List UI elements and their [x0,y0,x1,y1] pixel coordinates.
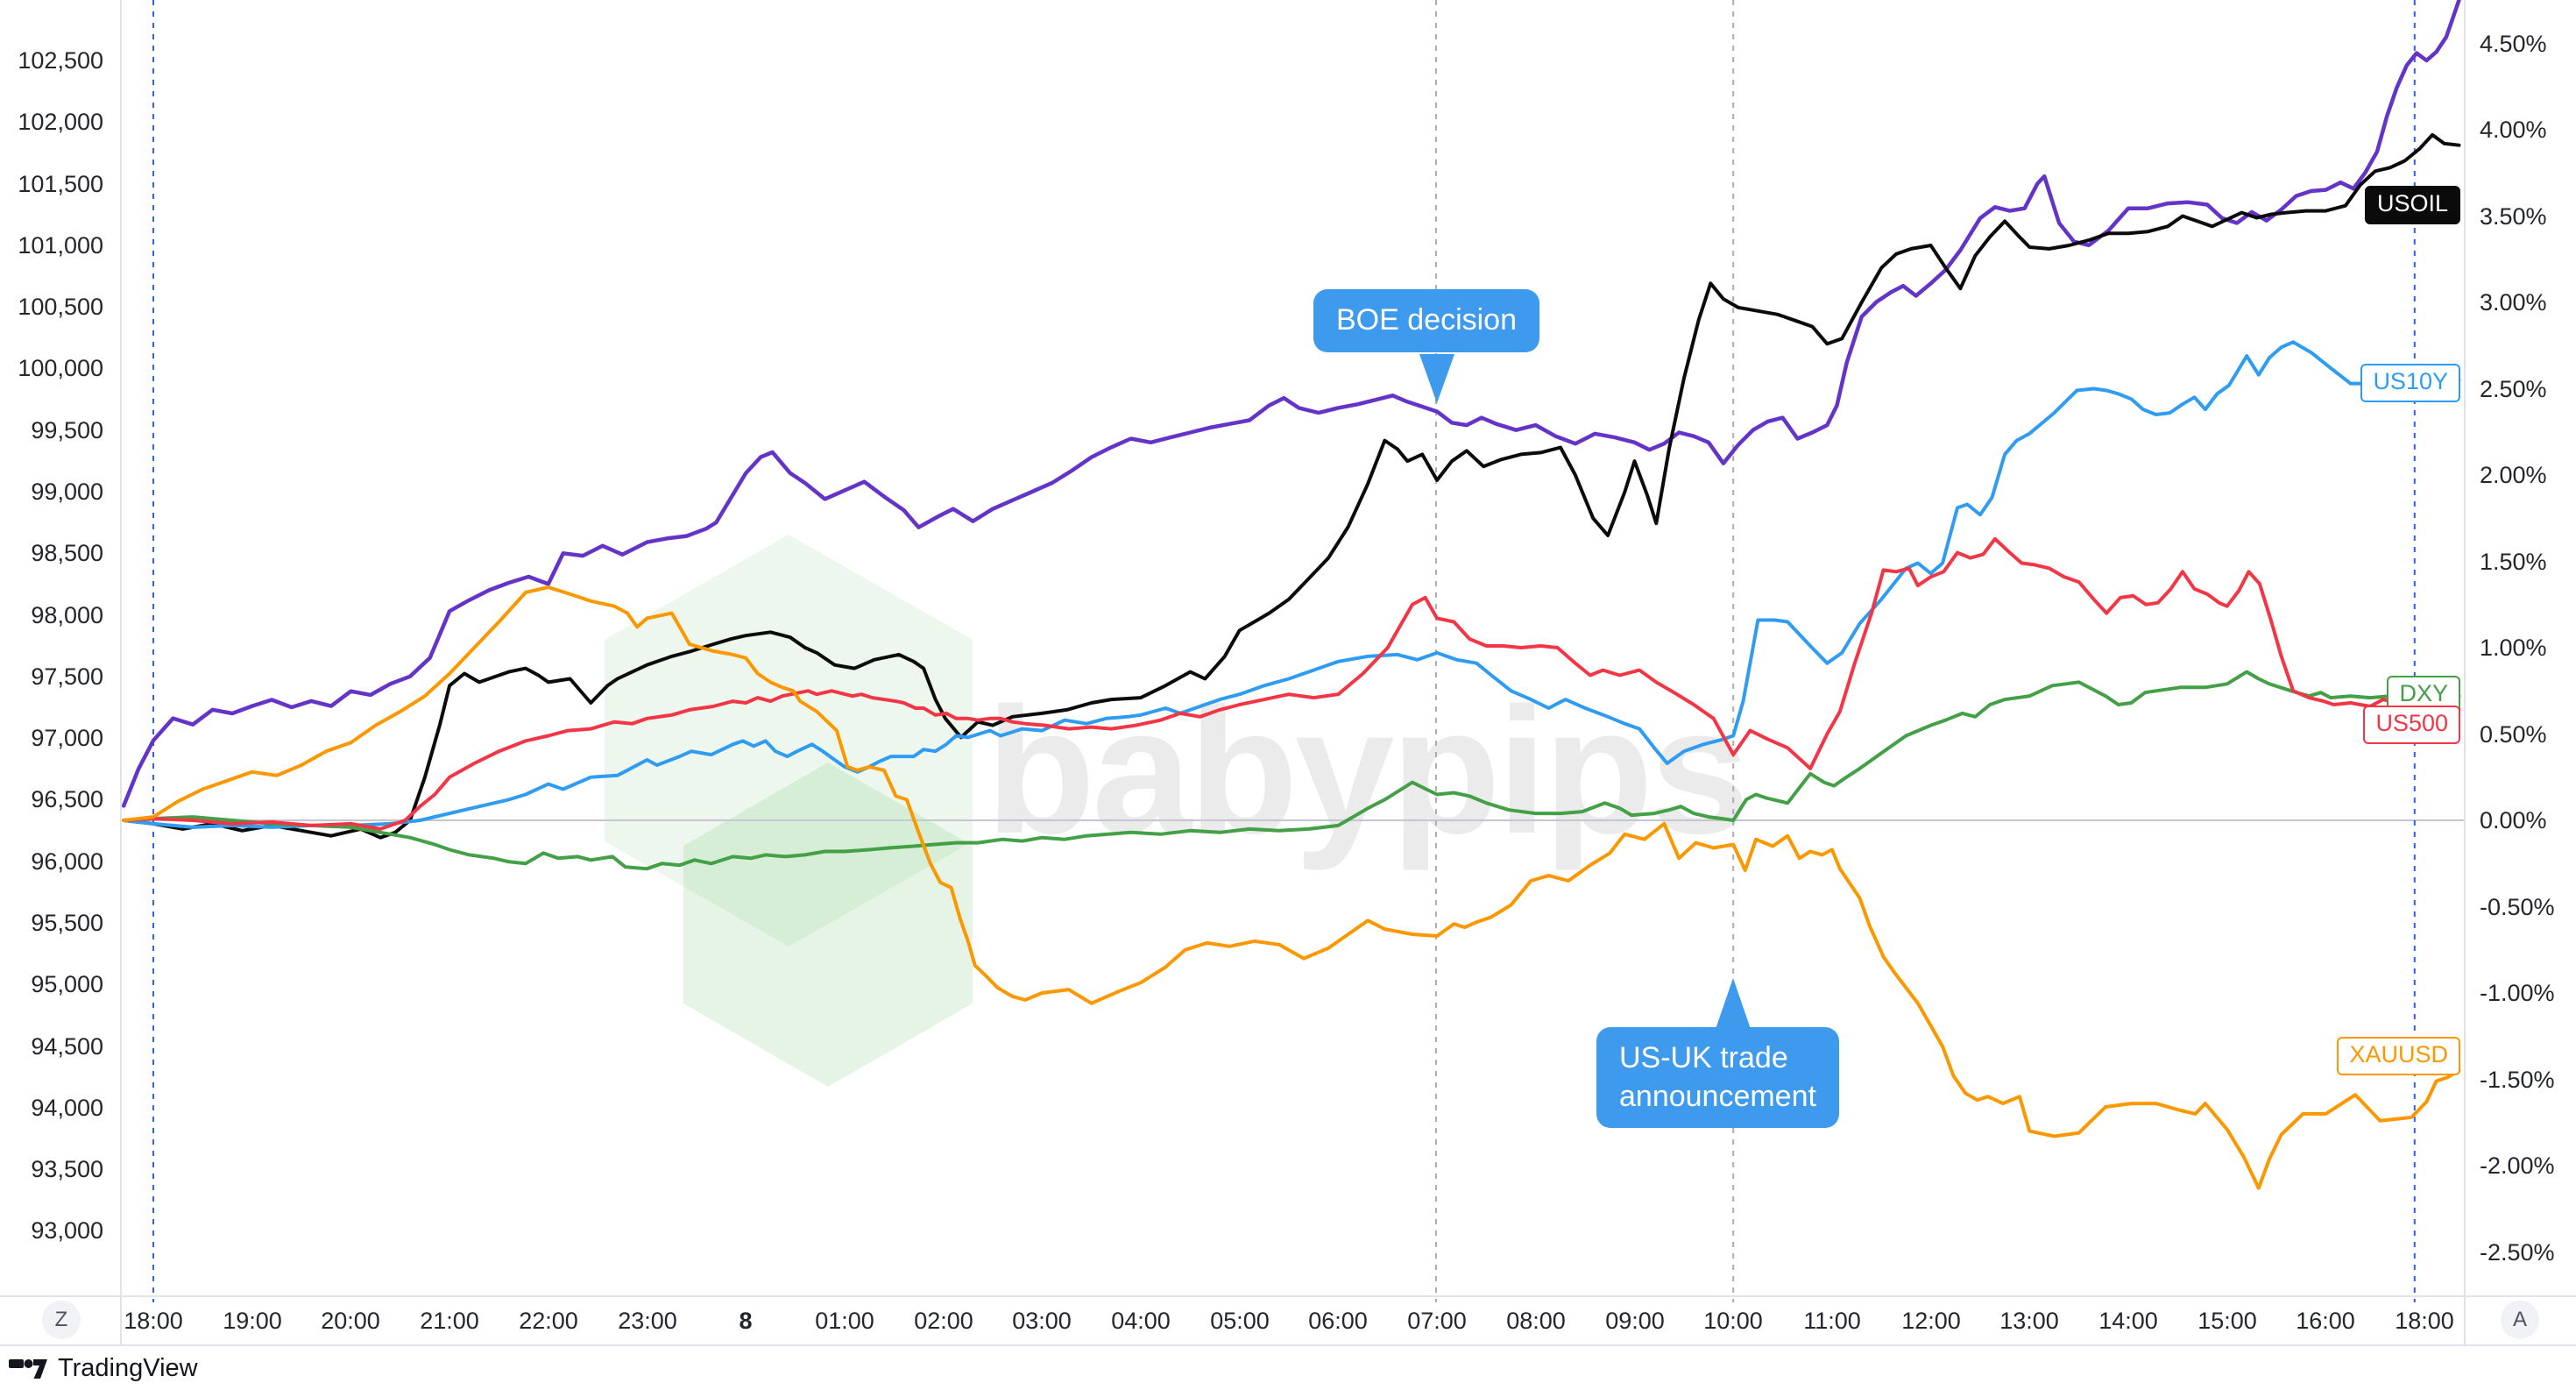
time-axis-label-2-2000: 20:00 [321,1308,380,1334]
right-axis-tick--0.50: -0.50% [2480,894,2555,920]
left-axis-tick-95500: 95,500 [31,910,103,936]
right-axis-tick-3.50: 3.50% [2480,203,2547,230]
time-axis-label-10-0400: 04:00 [1111,1308,1171,1334]
right-axis-tick-2.50: 2.50% [2480,376,2547,402]
time-axis-label-14-0800: 08:00 [1506,1308,1566,1334]
series-line-dxy [122,670,2461,871]
right-axis-tick-4.00: 4.00% [2480,117,2547,143]
time-axis-label-1-1900: 19:00 [223,1308,282,1334]
auto-scale-button[interactable]: A [2501,1301,2539,1339]
timezone-button-label: Z [54,1308,68,1331]
left-axis-tick-99500: 99,500 [31,417,103,443]
right-scale-separator [2464,0,2466,1345]
time-axis-label-9-0300: 03:00 [1012,1308,1072,1334]
time-axis-label-18-1200: 12:00 [1901,1308,1961,1334]
left-axis-tick-96000: 96,000 [31,848,103,875]
us-uk-trade-pointer [1716,978,1751,1029]
left-axis-tick-100500: 100,500 [18,294,103,320]
left-axis-tick-94000: 94,000 [31,1095,103,1121]
series-line-xauusd [122,585,2461,1190]
time-axis-label-21-1500: 15:00 [2197,1308,2257,1334]
right-axis-tick-0.00: 0.00% [2480,807,2547,833]
time-axis-label-11-0500: 05:00 [1210,1308,1270,1334]
time-axis-label-13-0700: 07:00 [1407,1308,1467,1334]
left-axis-tick-98500: 98,500 [31,540,103,566]
time-axis-label-20-1400: 14:00 [2098,1308,2158,1334]
boe-decision-pointer [1419,354,1454,403]
boe-decision-callout[interactable]: BOE decision [1313,289,1539,352]
time-axis-label-17-1100: 11:00 [1803,1308,1861,1334]
left-axis-tick-100000: 100,000 [18,355,103,381]
time-axis-label-23-1800: 18:00 [2395,1308,2454,1334]
timezone-button[interactable]: Z [42,1301,81,1339]
tradingview-logo[interactable]: TradingView [9,1354,198,1383]
tradingview-logo-text: TradingView [58,1354,198,1382]
left-axis-tick-101500: 101,500 [18,171,103,197]
time-axis-label-5-2300: 23:00 [618,1308,677,1334]
time-axis-label-3-2100: 21:00 [420,1308,479,1334]
right-axis-tick-3.00: 3.00% [2480,289,2547,316]
left-axis-tick-95000: 95,000 [31,971,103,997]
series-label-xauusd[interactable]: XAUUSD [2337,1037,2460,1075]
babypips-logo-hexagon-bottom [683,762,973,1087]
right-axis-tick-0.50: 0.50% [2480,721,2547,748]
time-axis-label-7-0100: 01:00 [815,1308,874,1334]
right-axis-tick-4.50: 4.50% [2480,31,2547,57]
series-line-usoil [122,132,2461,840]
left-axis-tick-94500: 94,500 [31,1033,103,1060]
boe-decision-label: BOE decision [1336,303,1517,337]
tradingview-glyph [9,1358,47,1379]
left-axis-tick-93000: 93,000 [31,1217,103,1244]
time-axis-label-12-0600: 06:00 [1308,1308,1368,1334]
axis-separator-footer [0,1344,2576,1346]
time-axis-label-6-8: 8 [739,1308,753,1334]
right-axis-tick--2.00: -2.00% [2480,1152,2555,1179]
axis-separator-bottom [0,1295,2576,1297]
auto-scale-button-label: A [2512,1308,2527,1331]
series-label-us10y[interactable]: US10Y [2360,364,2460,402]
series-line-us500 [122,536,2461,831]
right-axis-tick--1.50: -1.50% [2480,1067,2555,1093]
time-axis-label-19-1300: 13:00 [1999,1308,2059,1334]
left-axis-tick-101000: 101,000 [18,232,103,259]
time-axis-label-4-2200: 22:00 [519,1308,578,1334]
left-axis-tick-93500: 93,500 [31,1156,103,1182]
left-axis-tick-102000: 102,000 [18,109,103,135]
right-axis-tick--1.00: -1.00% [2480,980,2555,1006]
time-axis-label-0-1800: 18:00 [124,1308,183,1334]
left-axis-tick-97000: 97,000 [31,725,103,751]
series-line-us10y [122,340,2461,829]
time-axis-label-16-1000: 10:00 [1703,1308,1763,1334]
right-axis-tick-1.50: 1.50% [2480,549,2547,575]
left-axis-tick-99000: 99,000 [31,479,103,505]
left-axis-tick-96500: 96,500 [31,786,103,812]
time-axis-label-15-0900: 09:00 [1605,1308,1665,1334]
left-axis-tick-98000: 98,000 [31,602,103,628]
us-uk-trade-callout[interactable]: US-UK trade announcement [1596,1027,1839,1129]
right-axis-tick-2.00: 2.00% [2480,462,2547,488]
left-scale-separator [120,0,122,1345]
us-uk-trade-line2: announcement [1619,1079,1816,1113]
us-uk-trade-line1: US-UK trade [1619,1041,1788,1074]
series-label-us500[interactable]: US500 [2363,706,2460,744]
right-axis-tick-1.00: 1.00% [2480,635,2547,661]
left-axis-tick-102500: 102,500 [18,47,103,74]
time-axis-label-8-0200: 02:00 [914,1308,973,1334]
right-axis-tick--2.50: -2.50% [2480,1239,2555,1266]
left-axis-tick-97500: 97,500 [31,663,103,690]
series-line-btcusd [121,0,2461,808]
time-axis-label-22-1600: 16:00 [2296,1308,2355,1334]
babypips-logo-hexagon-top [605,535,973,947]
series-label-usoil[interactable]: USOIL [2364,186,2460,224]
